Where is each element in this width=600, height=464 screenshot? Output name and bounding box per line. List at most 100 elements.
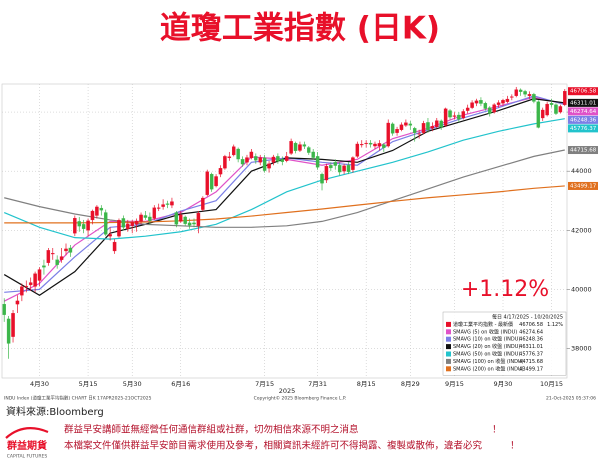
candle-body [254,156,258,161]
candle-body [510,96,514,98]
candle-body [276,156,280,162]
candle-body [492,104,496,113]
legend-swatch [446,351,451,357]
change-annotation: +1.12% [461,277,549,302]
value-box-label: 43499.17 [570,183,597,189]
legend-swatch [446,321,451,327]
candle-body [333,162,338,166]
legend-change: 1.12% [547,322,563,328]
legend-label: 道瓊工業平均指數 - 最新價 [453,321,513,328]
candle-body [196,212,201,226]
x-tick-label: 10月15 [540,380,563,388]
candle-body [421,123,426,133]
candle-body [37,269,42,281]
candle-body [337,165,342,173]
legend-swatch [446,366,451,372]
moving-average-line [3,118,565,240]
candle-body [505,98,510,102]
candle-body [183,216,187,224]
value-box-label: 46311.01 [570,100,596,106]
candle-body [55,259,59,265]
candle-body [20,286,24,296]
candle-body [59,256,64,260]
candle-body [426,122,430,130]
candle-body [417,133,421,135]
candle-body [443,108,448,126]
legend-swatch [446,358,451,364]
candle-body [342,165,346,172]
candle-body [134,220,139,225]
candle-body [249,151,254,159]
candle-body [563,91,567,105]
candle-body [231,146,236,156]
y-tick-label: 40000 [571,285,592,293]
candle-body [64,248,68,252]
value-box [568,124,598,133]
candle-body [284,156,289,161]
logo-name: 群益期貨 [7,439,47,452]
candle-body [351,157,355,170]
candle-body [377,143,382,147]
footer-center: Copyright© 2025 Bloomberg Finance L.P. [254,395,347,402]
candle-body [103,212,108,235]
candle-body [386,122,390,147]
x-tick-label: 7月15 [255,380,274,388]
value-box-label: 46274.64 [570,109,597,115]
candle-body [28,282,33,286]
candle-body [258,157,262,163]
candle-body [364,142,368,144]
candle-body [408,123,413,126]
legend-swatch [446,344,451,350]
legend-value: 46248.36 [519,337,543,343]
source: 資料來源:Bloomberg [6,405,104,418]
candle-body [108,234,112,237]
value-box-label: 44715.68 [570,148,597,154]
candles [2,86,567,359]
x-tick-label: 5月30 [123,380,142,388]
candle-body [73,217,77,234]
candle-body [439,120,443,128]
disclaimer: 本檔案文件僅供群益早安節目需求使用及參考，相關資訊未經許可不得揭露、複製或散佈，… [64,440,483,452]
candle-body [214,176,218,187]
legend-value: 46274.64 [519,329,543,335]
candle-body [112,241,117,252]
value-box-label: 45776.37 [570,126,597,132]
candle-body [320,173,324,184]
x-tick-label: 6月16 [171,380,190,388]
legend-label: SMAVG (5) on 收盤 (INDU) [453,328,517,335]
candle-body [430,126,435,129]
candle-body [549,103,554,105]
legend-label: SMAVG (200) on 收盤 (INDU) [453,365,524,372]
candle-body [170,201,174,206]
candle-body [262,157,267,171]
x-tick-label: 7月31 [308,380,327,388]
candle-body [161,204,165,207]
legend-swatch [446,329,451,335]
value-box-label: 46706.58 [570,89,597,95]
candle-body [346,165,351,172]
candle-body [465,107,470,111]
candle-body [355,143,360,157]
legend-value: 45776.37 [519,352,543,358]
candle-body [187,222,192,226]
candle-body [68,247,73,253]
candle-body [523,91,527,95]
candle-body [360,144,364,146]
candle-body [452,115,457,117]
candle-body [6,318,11,344]
candle-body [77,221,81,227]
x-tick-label: 9月15 [445,380,464,388]
x-tick-label: 5月15 [79,380,98,388]
logo-swoosh [5,427,49,439]
axes: 38000400004200044000460004月305月155月306月1… [30,87,598,388]
candle-body [496,102,501,105]
candle-body [280,159,285,162]
candle-body [390,123,395,134]
candle-body [267,163,271,169]
candle-body [518,89,523,92]
legend-label: SMAVG (20) on 收盤 (INDU) [453,343,520,350]
candle-body [479,100,483,104]
x-tick-label: 8月29 [401,380,420,388]
candle-body [298,144,302,151]
